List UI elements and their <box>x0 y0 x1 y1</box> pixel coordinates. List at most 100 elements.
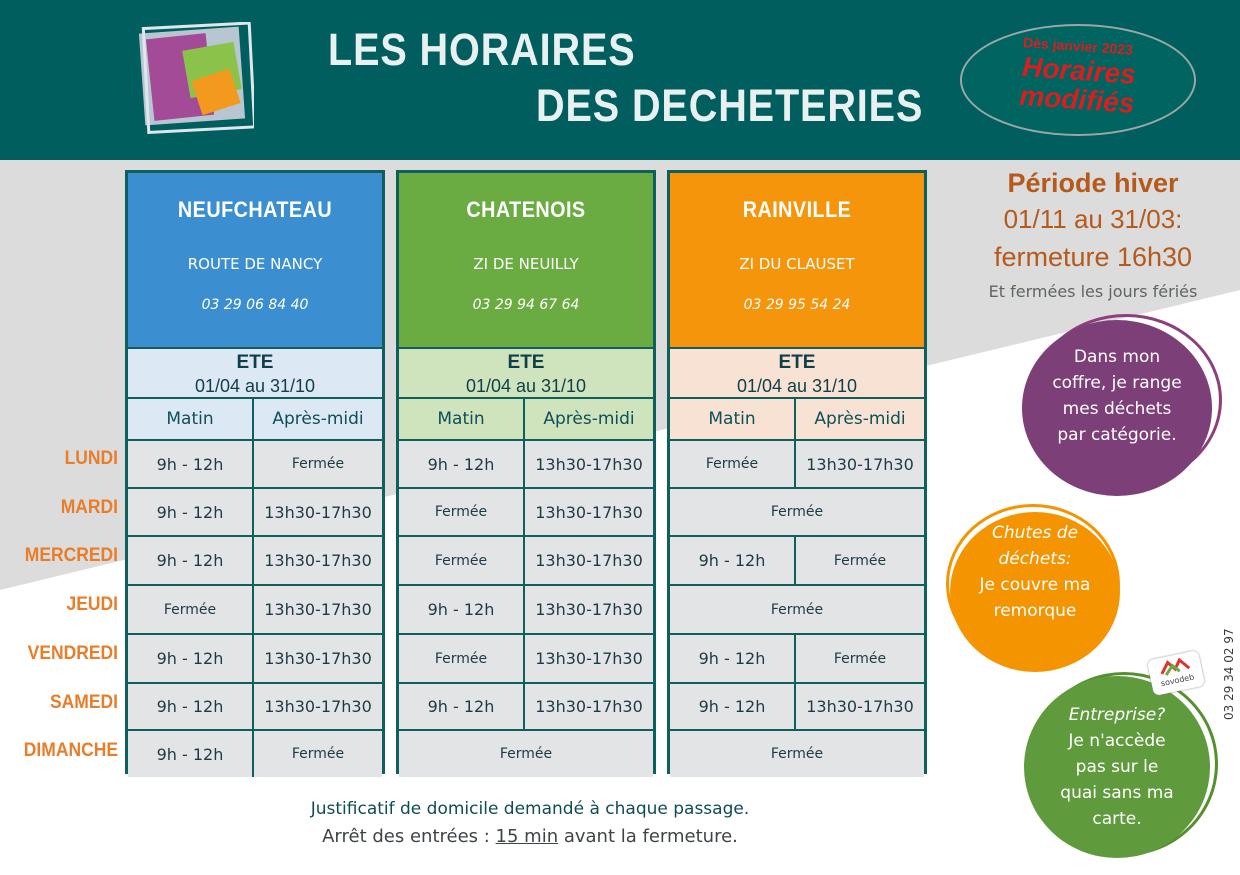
schedule-cell-morning: 9h - 12h <box>156 551 224 570</box>
day-label: MERCREDI <box>24 545 118 566</box>
schedule-row: 9h - 12h 13h30-17h30 <box>128 537 382 586</box>
cell-divider <box>252 731 254 777</box>
site-address: ZI DE NEUILLY <box>473 255 579 273</box>
orange-bubble-title: Chutes de déchets: <box>991 523 1079 569</box>
cell-divider <box>794 441 796 487</box>
decheterie-logo <box>138 22 254 134</box>
column-divider <box>523 399 525 441</box>
cell-divider <box>252 537 254 584</box>
schedule-cell-morning: Fermée <box>434 650 488 667</box>
schedule-cell-afternoon: 13h30-17h30 <box>535 502 643 522</box>
schedule-cell-afternoon: 13h30-17h30 <box>806 454 914 474</box>
schedule-row: 9h - 12h 13h30-17h30 <box>399 586 653 635</box>
sovodeb-logo: sovodeb <box>1146 649 1206 697</box>
season-label: ETE <box>507 352 545 373</box>
schedule-row: Fermée 13h30-17h30 <box>670 441 924 489</box>
cell-divider <box>794 635 796 682</box>
site-name: NEUFCHATEAU <box>177 197 333 222</box>
column-header-morning: Matin <box>399 399 523 441</box>
schedule-cell-morning: 9h - 12h <box>427 697 495 716</box>
schedule-cell-afternoon: Fermée <box>291 456 345 472</box>
schedule-cell-morning: 9h - 12h <box>156 502 224 522</box>
site-card-neufchateau: NEUFCHATEAU ROUTE DE NANCY 03 29 06 84 40 E… <box>125 170 385 777</box>
schedule-cell-full: Fermée <box>499 746 553 762</box>
schedule-cell-afternoon: Fermée <box>833 650 887 667</box>
cell-divider <box>252 441 254 487</box>
schedule-cell-afternoon: 13h30-17h30 <box>806 697 914 716</box>
schedule-cell-afternoon: Fermée <box>833 552 887 569</box>
schedule-row: Fermée <box>670 731 924 777</box>
schedule-row: 9h - 12h 13h30-17h30 <box>399 684 653 731</box>
schedule-cell-afternoon: 13h30-17h30 <box>535 600 643 619</box>
cell-divider <box>252 635 254 682</box>
schedule-cell-morning: 9h - 12h <box>698 551 766 570</box>
schedule-row: 9h - 12h 13h30-17h30 <box>670 684 924 731</box>
orange-bubble-text: Je couvre ma remorque <box>979 575 1091 621</box>
season-banner: ETE 01/04 au 31/10 <box>399 347 653 399</box>
schedule-cell-morning: 9h - 12h <box>427 600 495 619</box>
site-name: RAINVILLE <box>742 197 852 222</box>
schedule-cell-morning: Fermée <box>705 456 759 472</box>
schedule-cell-morning: Fermée <box>434 504 488 520</box>
schedule-row: 9h - 12h 13h30-17h30 <box>128 489 382 537</box>
column-header-afternoon: Après-midi <box>525 399 653 441</box>
site-name: CHATENOIS <box>466 197 586 222</box>
schedule-cell-afternoon: 13h30-17h30 <box>535 551 643 570</box>
green-bubble-text: Je n'accède pas sur le quai sans ma cart… <box>1060 731 1174 829</box>
schedule-row: 9h - 12h 13h30-17h30 <box>128 635 382 684</box>
winter-holidays: Et fermées les jours fériés <box>988 282 1198 301</box>
season-label: ETE <box>236 352 274 373</box>
schedule-cell-morning: 9h - 12h <box>427 454 495 474</box>
orange-bubble: Chutes de déchets: Je couvre ma remorque <box>950 512 1120 672</box>
day-label: JEUDI <box>66 594 118 615</box>
schedule-cell-full: Fermée <box>770 601 824 618</box>
column-header-afternoon: Après-midi <box>254 399 382 441</box>
schedule-cell-afternoon: 13h30-17h30 <box>264 600 372 619</box>
day-label: LUNDI <box>64 448 118 469</box>
schedule-row: Fermée <box>399 731 653 777</box>
column-divider <box>252 399 254 441</box>
site-phone: 03 29 94 67 64 <box>472 297 580 313</box>
schedule-cell-afternoon: 13h30-17h30 <box>264 551 372 570</box>
site-header: CHATENOIS ZI DE NEUILLY 03 29 94 67 64 <box>399 173 653 347</box>
season-dates: 01/04 au 31/10 <box>194 376 316 396</box>
cell-divider <box>523 489 525 535</box>
site-header: RAINVILLE ZI DU CLAUSET 03 29 95 54 24 <box>670 173 924 347</box>
site-header: NEUFCHATEAU ROUTE DE NANCY 03 29 06 84 40 <box>128 173 382 347</box>
cell-divider <box>523 684 525 729</box>
footer-line2-pre: Arrêt des entrées : <box>322 826 496 847</box>
season-dates: 01/04 au 31/10 <box>736 376 858 396</box>
schedule-cell-morning: 9h - 12h <box>156 744 224 764</box>
green-bubble: Entreprise? Je n'accède pas sur le quai … <box>1024 676 1210 858</box>
season-banner: ETE 01/04 au 31/10 <box>128 347 382 399</box>
side-phone: 03 29 34 02 97 <box>1222 628 1236 720</box>
schedule-cell-afternoon: 13h30-17h30 <box>535 649 643 668</box>
schedule-cell-full: Fermée <box>770 746 824 762</box>
winter-dates: 01/11 au 31/03: <box>1003 204 1183 234</box>
day-label: SAMEDI <box>50 692 119 713</box>
schedule-cell-full: Fermée <box>770 504 824 520</box>
site-address: ZI DU CLAUSET <box>739 255 855 273</box>
cell-divider <box>252 586 254 633</box>
day-label: MARDI <box>60 497 118 518</box>
day-label: VENDREDI <box>27 643 118 664</box>
schedule-cell-afternoon: 13h30-17h30 <box>264 502 372 522</box>
schedule-row: 9h - 12h Fermée <box>670 635 924 684</box>
schedule-cell-morning: 9h - 12h <box>156 454 224 474</box>
cell-divider <box>252 684 254 729</box>
cell-divider <box>794 684 796 729</box>
schedule-row: Fermée 13h30-17h30 <box>128 586 382 635</box>
cell-divider <box>252 489 254 535</box>
purple-bubble: Dans mon coffre, je range mes déchets pa… <box>1022 320 1212 496</box>
site-phone: 03 29 06 84 40 <box>201 297 309 313</box>
green-bubble-title: Entreprise? <box>1068 705 1166 725</box>
cell-divider <box>523 635 525 682</box>
schedule-row: 9h - 12h 13h30-17h30 <box>128 684 382 731</box>
schedule-row: 9h - 12h Fermée <box>128 731 382 777</box>
schedule-cell-afternoon: 13h30-17h30 <box>535 454 643 474</box>
schedule-cell-morning: 9h - 12h <box>156 649 224 668</box>
cell-divider <box>523 441 525 487</box>
column-header-morning: Matin <box>670 399 794 441</box>
column-divider <box>794 399 796 441</box>
schedule-cell-afternoon: 13h30-17h30 <box>264 697 372 716</box>
